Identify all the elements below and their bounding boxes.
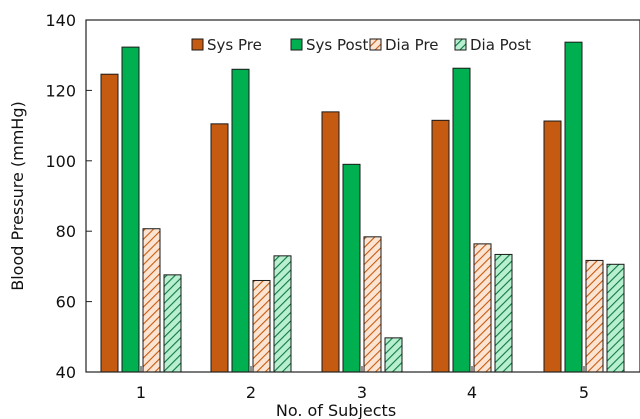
bar-sys-post-subject-4 [452, 67, 471, 373]
bar-sys-pre-subject-3 [321, 111, 340, 373]
x-axis-title: No. of Subjects [276, 401, 396, 419]
legend-swatch-dia-post [454, 38, 467, 51]
x-tick-label: 1 [136, 383, 146, 402]
x-tick-label: 4 [467, 383, 477, 402]
bar-sys-post-subject-5 [564, 41, 583, 373]
bar-dia-post-subject-3 [384, 337, 403, 373]
bar-sys-post-subject-1 [121, 46, 140, 373]
y-tick-label: 120 [45, 81, 76, 100]
bar-sys-pre-subject-4 [431, 119, 450, 373]
axes-group: 40 60 80 100 120 140 1 2 3 4 5 [45, 11, 589, 402]
bar-dia-pre-subject-4 [473, 243, 492, 373]
bar-dia-pre-subject-5 [585, 259, 604, 373]
y-tick-label: 60 [56, 293, 76, 312]
legend-label-dia-post: Dia Post [470, 36, 531, 54]
legend-swatch-sys-post [290, 38, 303, 51]
bar-dia-post-subject-2 [273, 255, 292, 373]
bar-sys-pre-subject-5 [543, 120, 562, 373]
x-tick-label: 3 [357, 383, 367, 402]
bar-sys-pre-subject-2 [210, 123, 229, 373]
bars-group [100, 41, 625, 373]
legend-label-dia-pre: Dia Pre [385, 36, 439, 54]
legend-swatch-dia-pre [369, 38, 382, 51]
legend-swatch-sys-pre [191, 38, 204, 51]
x-tick-label: 5 [579, 383, 589, 402]
legend-label-sys-pre: Sys Pre [207, 36, 262, 54]
bar-dia-pre-subject-3 [363, 236, 382, 373]
y-tick-label: 140 [45, 11, 76, 30]
bar-sys-post-subject-3 [342, 163, 361, 373]
bar-dia-post-subject-5 [606, 263, 625, 373]
bar-sys-post-subject-2 [231, 68, 250, 373]
bar-dia-post-subject-4 [494, 253, 513, 373]
legend-label-sys-post: Sys Post [306, 36, 368, 54]
y-tick-label: 80 [56, 222, 76, 241]
bar-sys-pre-subject-1 [100, 73, 119, 373]
plot-frame [85, 19, 640, 373]
bar-dia-post-subject-1 [163, 274, 182, 373]
legend: Sys Pre Sys Post Dia Pre Dia Post [191, 36, 531, 54]
bar-dia-pre-subject-2 [252, 279, 271, 373]
y-tick-label: 40 [56, 363, 76, 382]
y-axis-title: Blood Pressure (mmHg) [8, 101, 27, 291]
y-tick-label: 100 [45, 152, 76, 171]
x-tick-label: 2 [246, 383, 256, 402]
bar-dia-pre-subject-1 [142, 228, 161, 373]
